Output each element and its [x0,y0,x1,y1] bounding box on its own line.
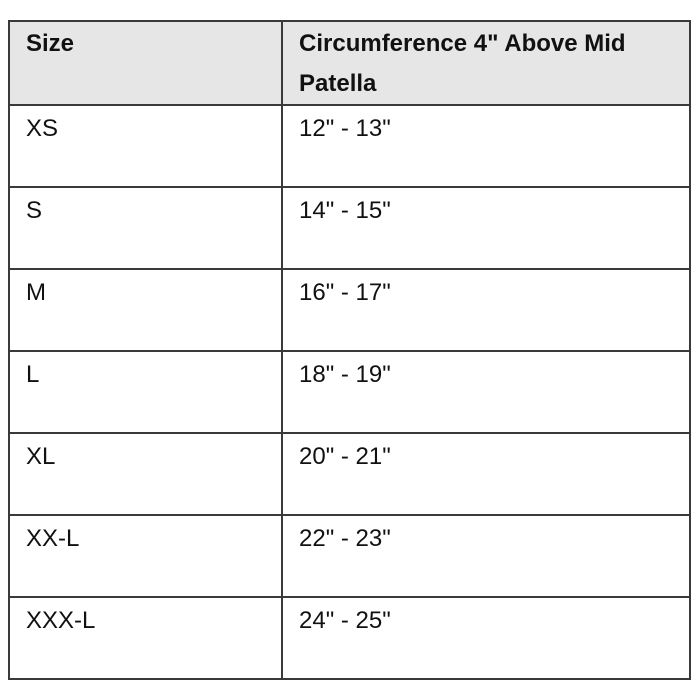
circumference-cell: 18" - 19" [281,350,691,434]
circumference-cell: 22" - 23" [281,514,691,598]
circumference-cell: 20" - 21" [281,432,691,516]
size-cell: XL [8,432,283,516]
table-row: XS 12" - 13" [8,104,691,188]
circumference-cell: 12" - 13" [281,104,691,188]
size-cell: S [8,186,283,270]
table-row: M 16" - 17" [8,268,691,352]
table-row: L 18" - 19" [8,350,691,434]
header-size: Size [8,20,283,106]
size-chart-table: Size Circumference 4" Above Mid Patella … [8,20,691,680]
circumference-cell: 16" - 17" [281,268,691,352]
circumference-cell: 14" - 15" [281,186,691,270]
header-circumference: Circumference 4" Above Mid Patella [281,20,691,106]
size-cell: XXX-L [8,596,283,680]
size-cell: M [8,268,283,352]
table-row: S 14" - 15" [8,186,691,270]
header-row: Size Circumference 4" Above Mid Patella [8,20,691,106]
size-cell: XX-L [8,514,283,598]
table-row: XX-L 22" - 23" [8,514,691,598]
circumference-cell: 24" - 25" [281,596,691,680]
table-row: XL 20" - 21" [8,432,691,516]
size-cell: L [8,350,283,434]
table-row: XXX-L 24" - 25" [8,596,691,680]
size-cell: XS [8,104,283,188]
